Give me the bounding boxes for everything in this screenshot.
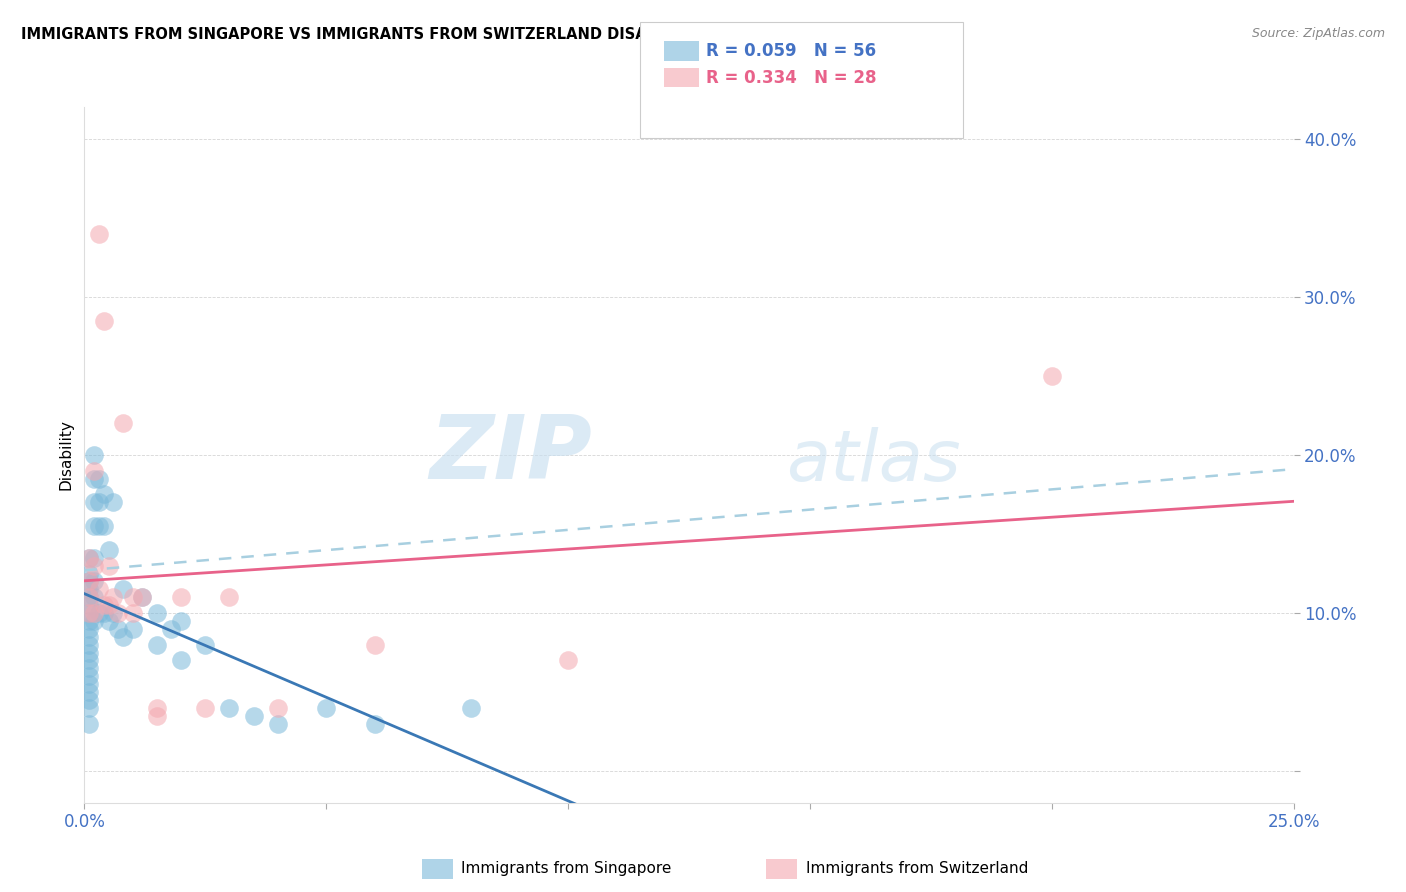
Point [87,472,110,486]
Point [87,495,110,509]
Point [1040,368,1063,383]
Text: atlas: atlas [786,427,960,496]
Text: Immigrants from Switzerland: Immigrants from Switzerland [806,862,1028,876]
Point [83,550,105,565]
Point [242,708,264,723]
Point [267,716,290,731]
Point [93,487,115,501]
Point [77,614,100,628]
Point [87,227,110,241]
Point [97,598,120,612]
Point [121,606,143,620]
Point [77,701,100,715]
Text: Immigrants from Singapore: Immigrants from Singapore [461,862,672,876]
Point [160,622,183,636]
Point [460,701,482,715]
Point [87,519,110,533]
Point [112,417,135,431]
Point [77,582,100,597]
Point [87,606,110,620]
Y-axis label: Disability: Disability [58,419,73,491]
Point [83,448,105,462]
Point [170,614,193,628]
Text: ZIP: ZIP [429,411,592,499]
Point [315,701,337,715]
Point [77,630,100,644]
Point [131,591,153,605]
Point [83,606,105,620]
Point [77,574,100,589]
Point [83,558,105,573]
Point [131,591,153,605]
Point [77,677,100,691]
Point [112,630,135,644]
Point [146,701,169,715]
Point [107,606,129,620]
Point [77,716,100,731]
Point [97,614,120,628]
Point [146,638,169,652]
Point [77,669,100,683]
Text: IMMIGRANTS FROM SINGAPORE VS IMMIGRANTS FROM SWITZERLAND DISABILITY CORRELATION : IMMIGRANTS FROM SINGAPORE VS IMMIGRANTS … [21,27,880,42]
Point [146,606,169,620]
Point [77,638,100,652]
Point [93,313,115,327]
Point [146,708,169,723]
Point [83,614,105,628]
Point [77,653,100,667]
Point [121,591,143,605]
Point [103,495,125,509]
Point [77,646,100,660]
Point [77,591,100,605]
Point [103,591,125,605]
Point [77,685,100,699]
Point [77,606,100,620]
Point [97,558,120,573]
Point [77,574,100,589]
Point [77,693,100,707]
Point [218,591,240,605]
Point [77,566,100,581]
Point [170,591,193,605]
Point [83,574,105,589]
Point [121,622,143,636]
Point [83,519,105,533]
Point [93,598,115,612]
Point [194,638,217,652]
Point [83,495,105,509]
Point [363,638,385,652]
Point [77,598,100,612]
Point [170,653,193,667]
Point [194,701,217,715]
Point [83,464,105,478]
Point [557,653,579,667]
Point [112,582,135,597]
Point [218,701,240,715]
Point [363,716,385,731]
Point [77,550,100,565]
Point [77,606,100,620]
Point [103,606,125,620]
Text: Source: ZipAtlas.com: Source: ZipAtlas.com [1251,27,1385,40]
Point [77,661,100,675]
Text: R = 0.059   N = 56: R = 0.059 N = 56 [706,42,876,60]
Point [93,519,115,533]
Point [97,542,120,557]
Point [77,622,100,636]
Point [107,622,129,636]
Point [83,472,105,486]
Point [77,591,100,605]
Point [83,591,105,605]
Text: R = 0.334   N = 28: R = 0.334 N = 28 [706,69,876,87]
Point [267,701,290,715]
Point [93,606,115,620]
Point [77,550,100,565]
Point [87,582,110,597]
